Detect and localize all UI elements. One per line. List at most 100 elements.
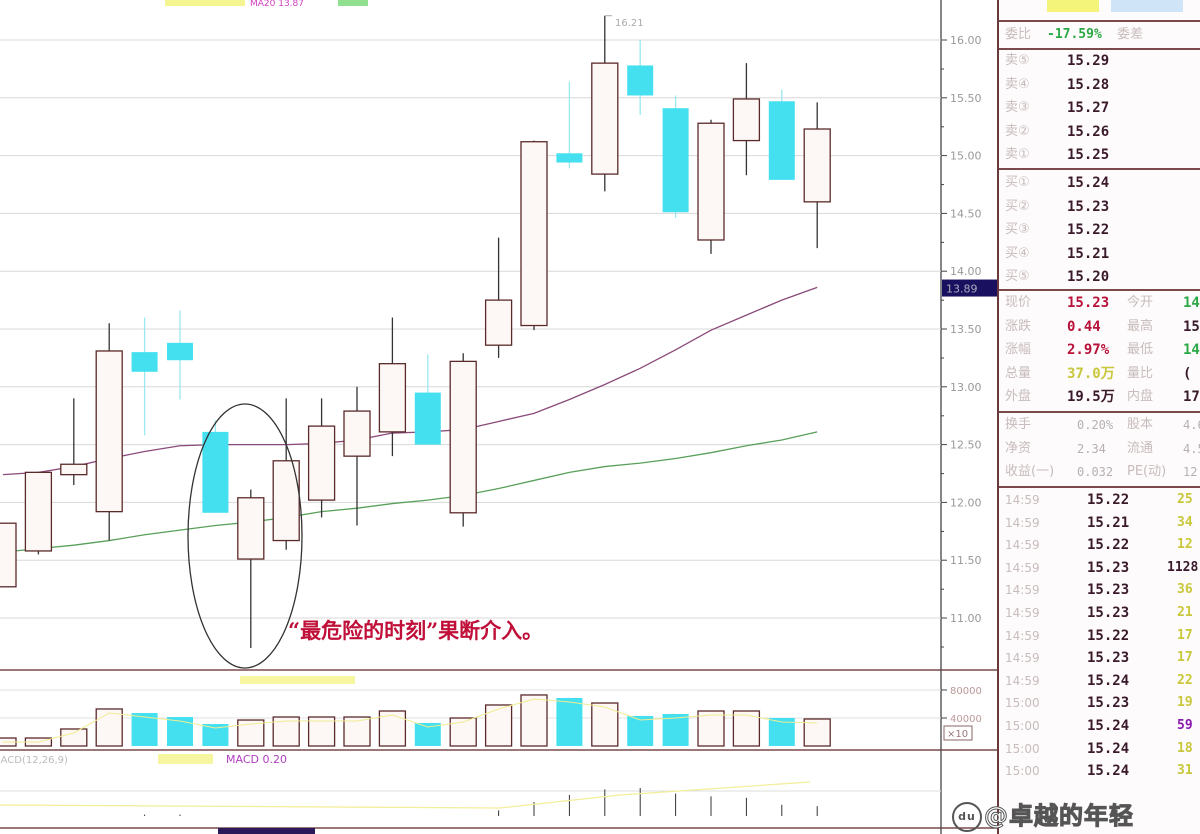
tick-row: 15:00 15.24 18 [999,738,1200,760]
candle [167,310,193,400]
stat-label: 最低 [1127,342,1154,357]
tick-price: 15.23 [1087,695,1130,712]
fundamental-label: 收益(一) [1005,464,1055,479]
tick-row: 14:59 15.22 12 [999,534,1200,556]
stat-label: 量比 [1127,365,1154,381]
fundamental-value: 0.032 [1077,465,1114,479]
candle [662,95,689,219]
tick-price: 15.23 [1087,650,1130,667]
price-tick-label: 13.50 [950,323,982,336]
stat-label: 涨跌 [1005,318,1032,334]
fundamental-value: 0.20% [1077,418,1114,432]
fundamental-row: 净资 2.34 流通 4.5 [999,438,1200,460]
volume-bar [343,716,371,747]
cursor-price: 13.89 [946,283,978,296]
tick-row: 14:59 15.23 17 [999,647,1200,669]
stat-label: 现价 [1005,295,1032,310]
bid-price: 15.22 [1067,222,1110,238]
fundamental-value: 4.6 [1183,418,1200,432]
candle [484,237,513,358]
bid-row: 买③ 15.22 [999,219,1200,241]
stat-row: 现价 15.23 今开 14 [999,292,1200,314]
tick-volume: 17 [1177,650,1193,666]
candle [591,15,619,192]
bid-label: 买③ [1005,222,1030,237]
price-tick-label: 11.00 [950,612,982,625]
tick-volume: 1128 [1167,559,1199,575]
ask-row: 卖⑤ 15.29 [999,50,1200,72]
price-tick-label: 14.00 [950,265,982,278]
ask-price: 15.27 [1067,100,1110,116]
stat-label: 最高 [1127,318,1154,334]
tick-price: 15.23 [1087,605,1130,621]
tick-time: 15:00 [1005,719,1040,733]
ask-price: 15.29 [1067,53,1110,69]
candle [0,522,17,588]
candle [343,386,371,526]
bid-price: 15.20 [1067,269,1110,285]
candle [627,40,654,116]
ask-row: 卖④ 15.28 [999,74,1200,96]
stat-label: 今开 [1127,295,1154,310]
volume-bar [414,722,441,746]
tick-price: 15.24 [1087,740,1130,757]
macd-param-label: MACD(12,26,9) [0,755,68,766]
tick-volume: 59 [1177,718,1193,733]
tick-price: 15.23 [1087,582,1130,599]
candle [732,63,761,176]
tick-price: 15.24 [1087,718,1130,734]
bid-price: 15.23 [1067,198,1110,215]
bid-row: 买① 15.24 [999,172,1200,194]
ma-line-purple [2,286,818,476]
volume-unit: ×10 [947,729,968,740]
ask-label: 卖⑤ [1005,53,1030,68]
bid-label: 买① [1005,175,1030,190]
tick-volume: 12 [1177,537,1193,553]
fundamental-value: 4.5 [1183,441,1200,456]
stat-value: 37.0万 [1067,365,1115,382]
tick-time: 15:00 [1005,764,1040,779]
fundamental-value: 2.34 [1077,441,1106,456]
price-tick-label: 12.00 [950,496,982,509]
ask-row: 卖③ 15.27 [999,97,1200,119]
tick-price: 15.24 [1087,763,1130,780]
ma-label: MA20 13.87 [250,0,304,9]
stat-value: 2.97% [1067,342,1110,358]
candle [24,471,53,555]
tick-row: 14:59 15.21 34 [999,512,1200,534]
ask-row: 卖① 15.25 [999,144,1200,166]
price-tick-label: 15.50 [950,92,982,105]
candle [556,81,583,169]
fundamental-label: 流通 [1127,440,1154,456]
candle [307,398,336,518]
fundamental-label: 换手 [1005,417,1032,432]
stat-value: 0.44 [1067,318,1101,335]
ask-label: 卖④ [1005,76,1030,92]
tick-price: 15.24 [1087,672,1130,689]
tick-time: 14:59 [1005,651,1040,666]
volume-bar [732,710,761,747]
volume-bar [591,702,619,747]
tick-volume: 17 [1177,627,1193,643]
weibi-row: 委比 -17.59% 委差 [999,24,1200,46]
tick-time: 14:59 [1005,493,1040,507]
fundamental-row: 换手 0.20% 股本 4.6 [999,414,1200,436]
ma-line-green [2,431,818,553]
volume-bar [520,694,548,747]
stat-value: 15 [1183,318,1200,335]
volume-tick-label: 40000 [950,714,982,725]
candle [60,398,88,486]
tick-row: 14:59 15.22 17 [999,625,1200,647]
volume-bar [449,717,477,747]
tick-volume: 36 [1177,582,1193,598]
bid-price: 15.24 [1067,175,1110,191]
price-tick-label: 12.50 [950,439,982,452]
tick-row: 15:00 15.23 19 [999,692,1200,714]
stat-row: 涨幅 2.97% 最低 14 [999,339,1200,361]
fundamental-label: 净资 [1005,440,1032,456]
weici-label: 委差 [1117,27,1144,42]
ask-price: 15.26 [1067,123,1110,140]
candle [237,489,265,649]
stat-value: 14 [1183,295,1200,311]
